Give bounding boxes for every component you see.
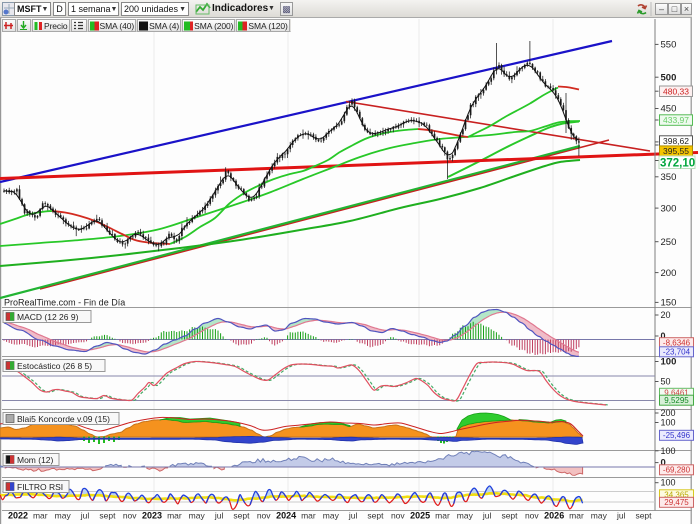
svg-text:372,10: 372,10 (660, 157, 695, 169)
svg-text:jul: jul (214, 511, 224, 521)
svg-text:may: may (323, 511, 340, 521)
svg-text:200: 200 (661, 408, 676, 418)
svg-text:may: may (55, 511, 72, 521)
svg-text:200: 200 (661, 268, 677, 279)
svg-text:Mom (12): Mom (12) (17, 455, 54, 465)
svg-text:100: 100 (661, 446, 676, 456)
svg-text:sept: sept (635, 511, 652, 521)
svg-text:nov: nov (391, 511, 405, 521)
svg-text:jul: jul (80, 511, 90, 521)
svg-text:Blai5 Koncorde v.09 (15): Blai5 Koncorde v.09 (15) (17, 414, 110, 424)
svg-text:mar: mar (435, 511, 450, 521)
svg-text:9,6461: 9,6461 (664, 389, 689, 398)
svg-text:2023: 2023 (142, 511, 162, 521)
svg-text:34,365: 34,365 (664, 491, 689, 500)
svg-text:100: 100 (661, 357, 677, 368)
svg-text:450: 450 (661, 104, 677, 115)
svg-text:150: 150 (661, 298, 677, 309)
svg-text:2026: 2026 (544, 511, 564, 521)
svg-text:395,55: 395,55 (663, 146, 689, 156)
svg-text:sept: sept (367, 511, 384, 521)
svg-text:mar: mar (301, 511, 316, 521)
svg-text:mar: mar (167, 511, 182, 521)
svg-text:jul: jul (348, 511, 358, 521)
svg-text:nov: nov (123, 511, 137, 521)
svg-text:may: may (591, 511, 608, 521)
svg-text:jul: jul (616, 511, 626, 521)
svg-text:Estocástico (26 8 5): Estocástico (26 8 5) (17, 361, 92, 371)
svg-text:433,97: 433,97 (663, 115, 689, 125)
svg-text:-69,280: -69,280 (663, 466, 691, 475)
svg-text:-8,6346: -8,6346 (663, 339, 691, 348)
svg-text:100: 100 (661, 418, 676, 428)
svg-text:-23,704: -23,704 (663, 348, 691, 357)
svg-text:nov: nov (257, 511, 271, 521)
svg-text:20: 20 (661, 310, 671, 320)
svg-text:nov: nov (525, 511, 539, 521)
svg-text:550: 550 (661, 40, 677, 51)
svg-text:sept: sept (501, 511, 518, 521)
svg-text:ProRealTime.com - Fin de Día: ProRealTime.com - Fin de Día (4, 298, 125, 308)
svg-text:9,5295: 9,5295 (664, 396, 689, 405)
svg-text:480,33: 480,33 (663, 86, 689, 96)
svg-text:sept: sept (233, 511, 250, 521)
svg-text:2024: 2024 (276, 511, 296, 521)
svg-text:mar: mar (33, 511, 48, 521)
svg-text:250: 250 (661, 237, 677, 248)
svg-text:2022: 2022 (8, 511, 28, 521)
svg-text:300: 300 (661, 203, 677, 214)
svg-text:29,475: 29,475 (664, 498, 689, 507)
svg-text:may: may (189, 511, 206, 521)
svg-text:may: may (457, 511, 474, 521)
svg-text:350: 350 (661, 172, 677, 183)
svg-text:50: 50 (661, 377, 671, 387)
svg-text:0: 0 (661, 331, 666, 341)
svg-text:FILTRO RSI: FILTRO RSI (17, 482, 63, 492)
svg-text:2025: 2025 (410, 511, 430, 521)
svg-text:mar: mar (569, 511, 584, 521)
svg-text:sept: sept (99, 511, 116, 521)
svg-text:jul: jul (482, 511, 492, 521)
svg-text:-25,496: -25,496 (663, 431, 691, 440)
svg-text:100: 100 (661, 478, 676, 488)
svg-text:398,62: 398,62 (663, 136, 689, 146)
svg-text:500: 500 (661, 72, 677, 83)
svg-text:0: 0 (661, 458, 666, 469)
svg-text:MACD (12 26 9): MACD (12 26 9) (17, 312, 79, 322)
